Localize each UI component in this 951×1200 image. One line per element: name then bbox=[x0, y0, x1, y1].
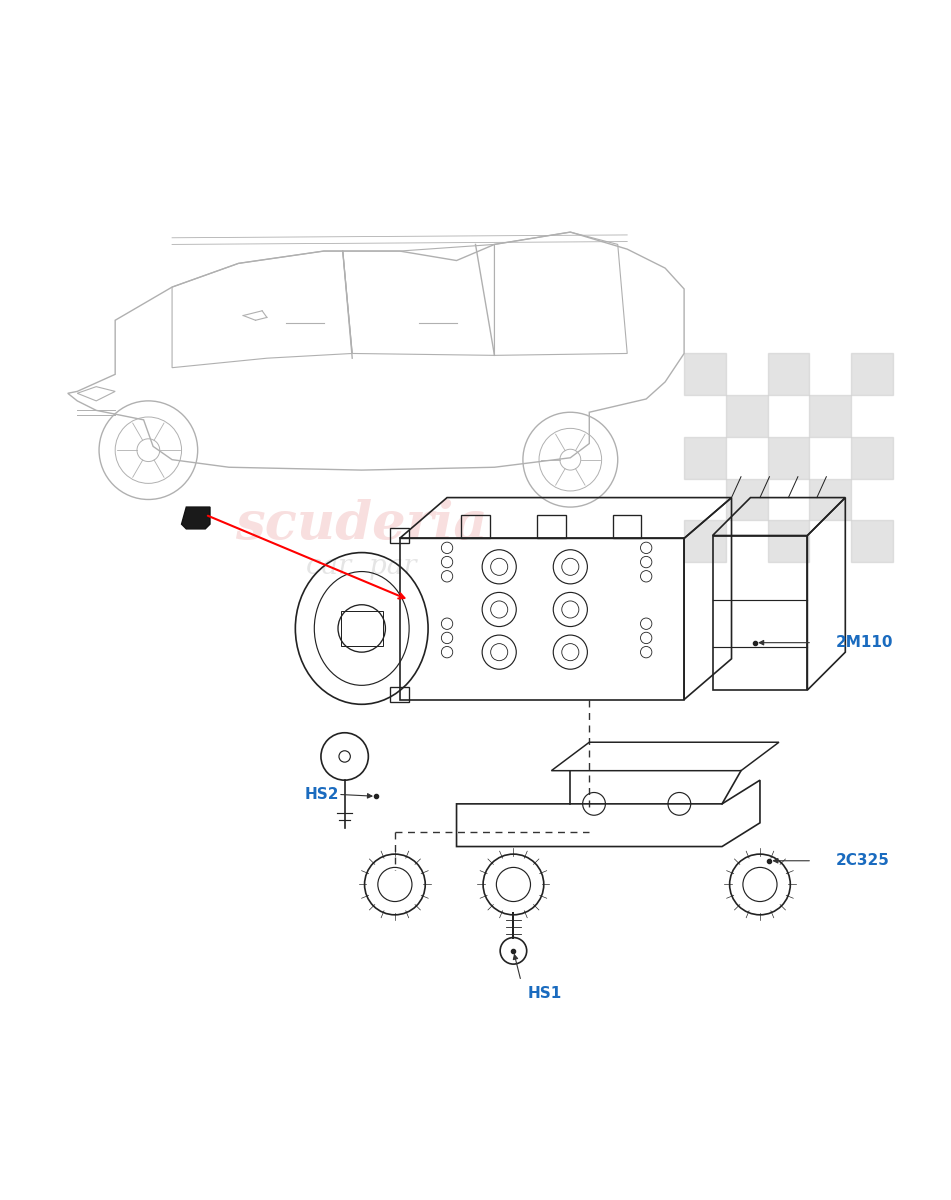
Bar bbox=[684, 437, 726, 479]
Text: car  par: car par bbox=[306, 553, 417, 581]
Bar bbox=[390, 528, 409, 544]
Text: HS1: HS1 bbox=[528, 986, 562, 1001]
Text: 2M110: 2M110 bbox=[836, 635, 893, 650]
Bar bbox=[340, 611, 382, 646]
Bar bbox=[461, 515, 490, 539]
Bar bbox=[809, 395, 851, 437]
Circle shape bbox=[320, 733, 368, 780]
Bar bbox=[390, 688, 409, 702]
Bar bbox=[537, 515, 566, 539]
Bar bbox=[726, 479, 767, 521]
Bar bbox=[767, 354, 809, 395]
Bar bbox=[684, 521, 726, 562]
Bar bbox=[613, 515, 641, 539]
Polygon shape bbox=[182, 508, 210, 529]
Bar bbox=[767, 437, 809, 479]
Bar bbox=[809, 479, 851, 521]
Bar bbox=[726, 395, 767, 437]
Text: 2C325: 2C325 bbox=[836, 853, 890, 869]
Bar bbox=[684, 354, 726, 395]
Circle shape bbox=[500, 937, 527, 964]
Bar bbox=[851, 437, 893, 479]
Text: HS2: HS2 bbox=[305, 787, 340, 802]
Text: scuderia: scuderia bbox=[236, 499, 488, 550]
Bar bbox=[767, 521, 809, 562]
Bar bbox=[851, 521, 893, 562]
Bar bbox=[851, 354, 893, 395]
